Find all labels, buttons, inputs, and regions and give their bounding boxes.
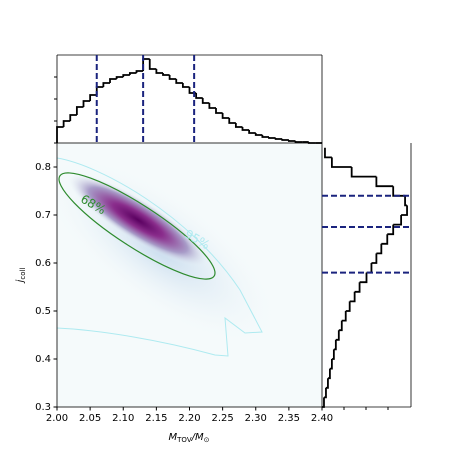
top-hist-step [254, 133, 263, 136]
top-hist-step [128, 72, 137, 75]
right-hist-step [324, 147, 332, 159]
top-hist-step [56, 126, 64, 143]
x-tick-label: 2.30 [245, 413, 267, 424]
right-hist-step [322, 397, 325, 408]
right-hist-step [366, 263, 373, 274]
y-tick-label: 0.7 [35, 210, 51, 221]
right-hist-step [387, 224, 395, 236]
right-hist-step [359, 272, 368, 284]
top-hist-step [62, 120, 71, 127]
y-tick-label: 0.5 [35, 306, 51, 317]
top-hist-step [307, 142, 316, 144]
right-hist-step [375, 176, 394, 188]
top-hist-step [89, 94, 97, 101]
contour-68 [58, 172, 216, 280]
top-hist-step [228, 118, 236, 124]
top-hist-step [155, 69, 163, 74]
top-hist-step [201, 98, 210, 104]
right-hist-step [350, 167, 377, 178]
top-hist-step [294, 141, 303, 143]
top-hist-step [261, 135, 269, 138]
top-hist-step [215, 108, 223, 114]
top-hist-step [135, 70, 144, 73]
right-hist-step [354, 282, 361, 293]
top-hist-step [115, 76, 124, 79]
right-hist-step [349, 291, 356, 303]
right-hist-step [345, 301, 351, 312]
top-hist-step [102, 82, 110, 87]
top-hist-step [234, 123, 243, 128]
right-hist-step [335, 330, 340, 341]
right-hist-step [404, 195, 408, 207]
right-hist-step [330, 157, 352, 168]
top-hist-step [248, 130, 256, 134]
top-hist-step [208, 103, 216, 109]
right-hist-step [325, 378, 329, 389]
x-tick-label: 2.10 [112, 413, 134, 424]
right-hist-step [392, 186, 406, 197]
right-hist-step [381, 234, 389, 245]
right-hist-step [331, 349, 335, 360]
right-hist-step [401, 205, 408, 216]
contour-95 [57, 157, 263, 357]
top-hist-step [175, 79, 183, 84]
top-hist-step [82, 100, 91, 107]
right-hist-step [338, 320, 343, 332]
x-axis-label: MTOV/M⊙ [169, 432, 210, 444]
top-hist-step [281, 139, 289, 141]
right-hist-step [341, 311, 347, 322]
right-hist-step [323, 387, 327, 399]
top-hist-step [221, 113, 230, 119]
density [57, 143, 322, 407]
x-tick-label: 2.35 [278, 413, 300, 424]
top-hist-step [241, 127, 250, 131]
top-hist-step [181, 83, 190, 88]
right-hist-step [329, 359, 333, 370]
x-tick-label: 2.40 [311, 413, 333, 424]
top-hist-step [75, 106, 84, 115]
y-tick-label: 0.3 [35, 402, 51, 413]
right-hist-step [393, 215, 403, 226]
right-hist-step [371, 253, 378, 264]
x-tick-label: 2.05 [79, 413, 101, 424]
top-hist-step [69, 114, 77, 121]
top-hist-step [122, 74, 130, 77]
top-hist-step [287, 140, 296, 142]
y-tick-label: 0.4 [35, 354, 51, 365]
top-hist-step [274, 138, 283, 140]
top-hist-step [109, 78, 117, 83]
top-hist-step [268, 137, 276, 139]
x-tick-label: 2.00 [46, 413, 68, 424]
right-hist-step [376, 243, 383, 255]
right-hist-step [327, 368, 331, 380]
y-tick-label: 0.6 [35, 258, 51, 269]
x-tick-label: 2.25 [211, 413, 233, 424]
y-axis-label: jcoll [15, 268, 27, 285]
top-hist-step [195, 93, 203, 99]
x-tick-label: 2.15 [145, 413, 167, 424]
top-hist-step [148, 59, 157, 70]
top-hist-step [162, 73, 170, 76]
right-hist-step [333, 339, 337, 351]
top-hist-step [168, 75, 177, 80]
y-tick-label: 0.8 [35, 162, 51, 173]
x-tick-label: 2.20 [178, 413, 200, 424]
